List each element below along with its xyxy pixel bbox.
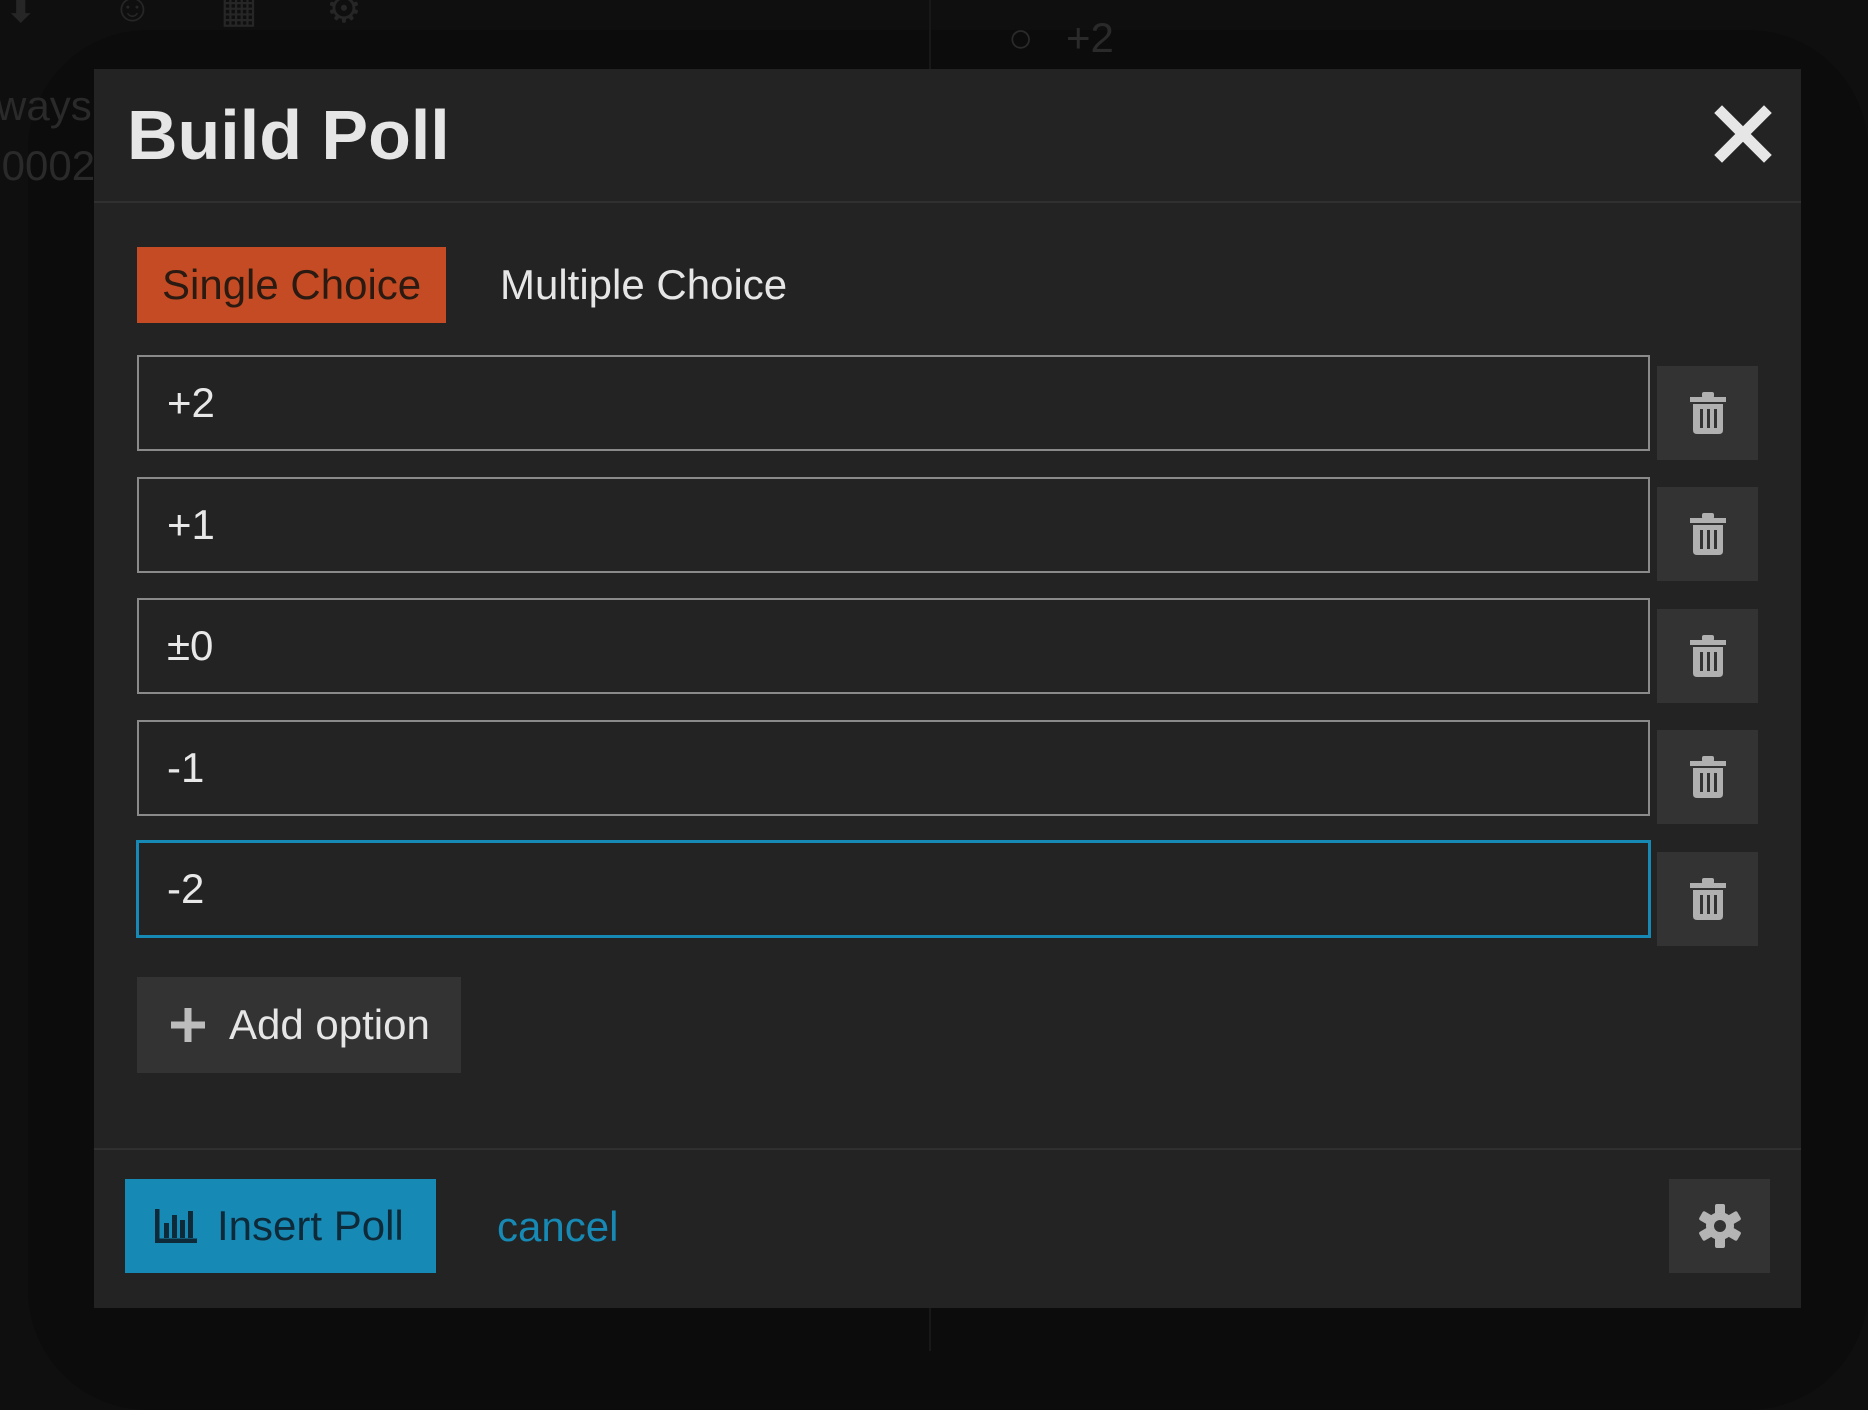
option-field[interactable] (137, 355, 1650, 451)
gear-icon: ⚙ (326, 0, 362, 31)
trash-icon (1689, 513, 1726, 555)
build-poll-dialog: Build Poll Single Choice Multiple Choice… (94, 69, 1801, 1308)
close-icon (1714, 105, 1772, 163)
delete-option-button[interactable] (1657, 366, 1758, 460)
cancel-link[interactable]: cancel (497, 1203, 619, 1250)
delete-option-button[interactable] (1657, 487, 1758, 581)
option-input[interactable] (139, 722, 1648, 814)
option-input[interactable] (139, 479, 1648, 571)
option-field[interactable] (137, 720, 1650, 816)
option-input[interactable] (139, 600, 1648, 692)
dialog-title: Build Poll (127, 96, 450, 174)
plus-icon (171, 1008, 205, 1042)
upload-icon: ⬇ (4, 0, 38, 31)
trash-icon (1689, 756, 1726, 798)
option-field[interactable] (137, 598, 1650, 694)
gear-icon (1698, 1204, 1741, 1248)
trash-icon (1689, 878, 1726, 920)
add-option-label: Add option (229, 1001, 430, 1048)
option-input[interactable] (139, 357, 1648, 449)
tab-single-choice[interactable]: Single Choice (137, 247, 447, 323)
bar-chart-icon (155, 1209, 197, 1243)
trash-icon (1689, 392, 1726, 434)
tab-multiple-choice[interactable]: Multiple Choice (500, 261, 788, 308)
trash-icon (1689, 635, 1726, 677)
insert-poll-label: Insert Poll (217, 1202, 404, 1249)
poll-settings-button[interactable] (1669, 1179, 1770, 1273)
option-input[interactable] (139, 843, 1648, 935)
emoji-icon: ☺ (112, 0, 153, 30)
delete-option-button[interactable] (1657, 730, 1758, 824)
footer-divider (94, 1148, 1801, 1150)
add-option-button[interactable]: Add option (137, 977, 461, 1073)
header-divider (94, 201, 1801, 203)
delete-option-button[interactable] (1657, 852, 1758, 946)
background-text: +2 (1066, 14, 1114, 61)
delete-option-button[interactable] (1657, 609, 1758, 703)
option-field-focused[interactable] (136, 840, 1651, 938)
calendar-icon: ▦ (220, 0, 258, 31)
background-text: ways (0, 82, 92, 129)
insert-poll-button[interactable]: Insert Poll (125, 1179, 436, 1273)
background-radio-icon: ○ (1008, 14, 1034, 61)
close-button[interactable] (1714, 105, 1772, 163)
background-text: .0002 (0, 142, 96, 189)
option-field[interactable] (137, 477, 1650, 573)
